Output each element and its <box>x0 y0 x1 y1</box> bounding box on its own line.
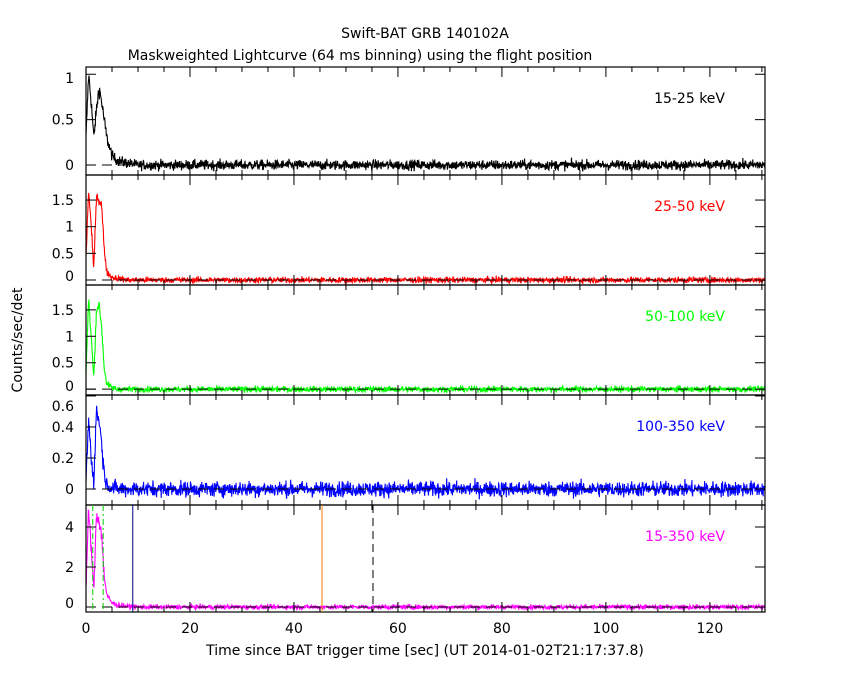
band-label: 50-100 keV <box>645 309 725 325</box>
x-tick-label: 120 <box>697 621 724 637</box>
y-tick-label: 0 <box>65 379 74 395</box>
y-tick-label: 1.5 <box>52 193 74 209</box>
y-tick-label: 0 <box>65 269 74 285</box>
y-tick-label: 0 <box>65 158 74 174</box>
panel-2: 0 0.5 1 1.5 50-100 keV <box>52 284 766 396</box>
panel-frame <box>85 174 766 286</box>
x-tick-label: 40 <box>285 621 303 637</box>
panel-0: 0 0.5 1 15-25 keV <box>52 66 766 176</box>
y-tick-label: 2 <box>65 560 74 576</box>
x-tick-label: 80 <box>493 621 511 637</box>
chart-title: Swift-BAT GRB 140102A <box>341 26 509 42</box>
y-tick-label: 0 <box>65 482 74 498</box>
panel-1: 0 0.5 1 1.5 25-50 keV <box>52 174 766 286</box>
y-tick-label: 1.5 <box>52 303 74 319</box>
x-axis-label: Time since BAT trigger time [sec] (UT 20… <box>205 643 644 659</box>
band-label: 15-350 keV <box>645 529 725 545</box>
x-tick-label: 60 <box>389 621 407 637</box>
y-tick-label: 0.4 <box>52 420 74 436</box>
x-tick-label: 0 <box>82 621 91 637</box>
chart-subtitle: Maskweighted Lightcurve (64 ms binning) … <box>128 48 593 64</box>
band-label: 25-50 keV <box>654 199 725 215</box>
y-tick-label: 0.6 <box>52 399 74 415</box>
y-tick-label: 1 <box>65 220 74 236</box>
lightcurve-0 <box>85 75 766 172</box>
panel-frame <box>85 504 766 613</box>
band-label: 100-350 keV <box>636 419 725 435</box>
y-tick-label: 0 <box>65 596 74 612</box>
y-tick-label: 1 <box>65 71 74 87</box>
y-tick-label: 0.2 <box>52 451 74 467</box>
panel-4: 0 2 4 15-350 keV 0 20 40 60 80 100 120 <box>65 504 766 637</box>
y-tick-label: 0.5 <box>52 113 74 129</box>
y-tick-label: 1 <box>65 329 74 345</box>
x-tick-label: 20 <box>181 621 199 637</box>
y-tick-label: 4 <box>65 520 74 536</box>
y-tick-label: 0.5 <box>52 246 74 262</box>
panel-3: 0 0.2 0.4 0.6 100-350 keV <box>52 394 766 506</box>
y-tick-label: 0.5 <box>52 356 74 372</box>
lightcurve-4 <box>85 508 766 612</box>
panel-frame <box>85 284 766 396</box>
band-label: 15-25 keV <box>654 91 725 107</box>
x-tick-label: 100 <box>593 621 620 637</box>
panel-frame <box>85 66 766 176</box>
plot-panels: 0 0.5 1 15-25 keV 0 0.5 1 1.5 25-50 keV 0 0.5 1 1.5 5… <box>52 66 766 637</box>
y-axis-label: Counts/sec/det <box>10 287 26 392</box>
